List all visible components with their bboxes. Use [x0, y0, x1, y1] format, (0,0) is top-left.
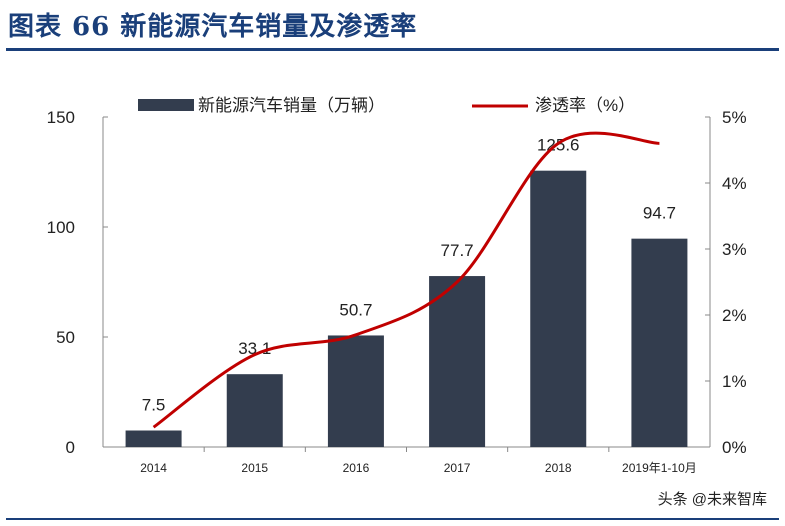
- left-tick-label: 50: [56, 328, 75, 347]
- legend-bar-label: 新能源汽车销量（万辆）: [198, 96, 385, 115]
- bar-data-label: 94.7: [643, 204, 676, 223]
- right-tick-label: 5%: [722, 108, 747, 127]
- watermark: 头条 @未来智库: [657, 491, 767, 508]
- left-tick-label: 150: [47, 108, 75, 127]
- right-tick-label: 4%: [722, 174, 747, 193]
- bar-data-label: 33.1: [238, 339, 271, 358]
- bar: [530, 170, 587, 447]
- bar-data-label: 77.7: [441, 241, 474, 260]
- x-tick-label: 2017: [444, 461, 471, 475]
- right-tick-label: 3%: [722, 240, 747, 259]
- figure-title: 图表 66 新能源汽车销量及渗透率: [8, 12, 418, 42]
- bar: [125, 430, 182, 447]
- bar: [429, 276, 486, 447]
- penetration-line: [152, 131, 660, 429]
- bar: [226, 374, 283, 447]
- bar-data-label: 50.7: [339, 300, 372, 319]
- x-tick-label: 2016: [343, 461, 370, 475]
- x-tick-label: 2014: [140, 461, 167, 475]
- bar: [631, 238, 688, 447]
- legend-bar-swatch: [138, 99, 194, 111]
- left-tick-label: 100: [47, 218, 75, 237]
- right-tick-label: 2%: [722, 306, 747, 325]
- right-tick-label: 1%: [722, 372, 747, 391]
- x-tick-label: 2019年1-10月: [622, 461, 697, 475]
- x-tick-label: 2018: [545, 461, 572, 475]
- legend-line-label: 渗透率（%）: [535, 96, 635, 115]
- bar-data-label: 7.5: [142, 396, 166, 415]
- x-tick-label: 2015: [241, 461, 268, 475]
- title-divider: [6, 48, 779, 51]
- bar: [327, 335, 384, 447]
- bottom-divider: [6, 518, 779, 520]
- right-tick-label: 0%: [722, 438, 747, 457]
- left-tick-label: 0: [66, 438, 75, 457]
